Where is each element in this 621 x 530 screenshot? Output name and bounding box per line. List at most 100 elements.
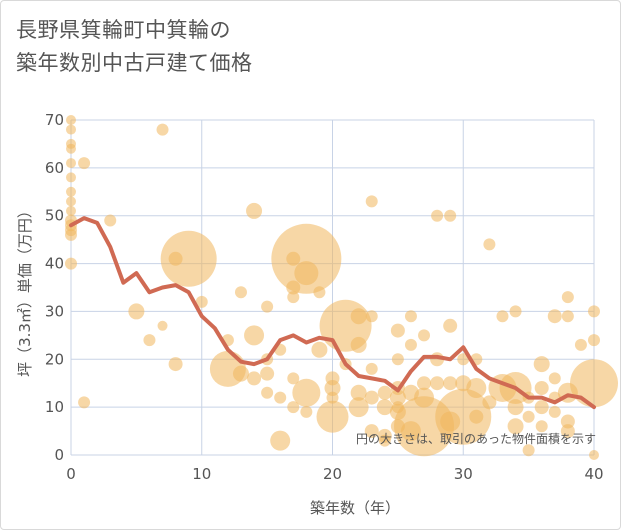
bubble-point [168,357,183,372]
bubble-point [507,418,524,435]
bubble-point [260,366,275,381]
bubble-point [160,230,217,287]
bubble-point [365,310,378,323]
bubble-point [350,336,367,353]
bubble-point [570,359,618,408]
bubble-point [365,362,378,375]
y-tick-label: 50 [45,207,64,225]
bubble-point [364,390,379,405]
bubble-point [294,261,319,286]
y-tick-label: 0 [54,446,64,464]
y-tick-label: 30 [45,302,64,320]
bubble-point [350,308,367,325]
y-tick-label: 20 [45,350,64,368]
bubble-point [548,405,561,418]
bubble-point [78,157,91,170]
bubble-point [560,414,575,429]
bubble-point [195,295,208,308]
bubble-point [482,395,497,410]
bubble-point [469,409,484,424]
bubble-point [66,196,76,207]
bubble-point [66,124,76,135]
bubble-point [143,334,156,347]
bubble-point [574,338,587,351]
bubble-point [128,303,145,320]
bubble-point [431,209,444,222]
bubble-point [271,223,342,294]
bubble-point [247,371,262,386]
bubble-point [483,238,496,251]
average-price-line [69,216,596,410]
bubble-point [588,334,600,347]
bubble-point [365,195,378,208]
x-tick-label: 30 [454,465,473,483]
bubble-point [261,300,274,313]
bubble-point [496,310,509,323]
bubble-point [311,341,328,358]
x-axis-title: 築年数（年） [310,499,400,517]
bubble-point [292,378,321,407]
y-tick-labels: 0 10 20 30 40 50 60 70 [45,111,64,464]
bubble-point [66,143,76,154]
bubble-point [232,365,249,382]
bubble-point [561,291,574,304]
bubble-point [66,115,76,125]
bubble-point [66,172,76,183]
bubble-point [534,381,549,395]
chart-title: 長野県箕輪町中箕輪の 築年数別中古戸建て価格 [16,14,253,80]
bubble-point [390,323,405,338]
bubble-point [507,399,524,416]
bubble-point [316,400,349,433]
bubble-point [350,384,367,401]
bubble-point [274,391,287,404]
bubble-point [522,444,535,457]
y-tick-label: 10 [45,398,64,416]
bubble-point [378,434,391,447]
bubble-point [65,257,77,270]
bubble-point [457,353,470,366]
bubble-point [65,228,77,241]
y-tick-label: 60 [45,159,64,177]
bubble-point [300,405,313,418]
bubble-point [522,410,535,423]
bubble-point [157,320,168,331]
chart-title-line-1: 長野県箕輪町中箕輪の [16,18,231,42]
bubble-point [535,420,548,433]
bubble-point [287,291,300,304]
bubble-point [391,353,404,366]
bubble-point [466,378,487,398]
bubble-point [313,286,326,299]
bubble-point [324,380,341,396]
y-tick-label: 40 [45,255,64,273]
bubble-point [246,202,263,219]
chart-title-line-2: 築年数別中古戸建て価格 [16,51,253,75]
bubble-point [78,396,91,409]
bubble-point [430,376,445,391]
bubble-point [548,372,561,385]
x-tick-label: 10 [192,465,211,483]
bubble-point [588,305,600,318]
bubble-point [244,325,265,346]
bubble-point [348,397,369,418]
bubble-point [287,372,300,385]
bubble-point [589,450,599,460]
x-tick-labels: 0 10 20 30 40 [66,465,603,483]
y-axis-title: 坪（3.3㎡）単価（万円） [16,203,34,377]
bubble-point [104,214,117,227]
bubble-point [156,123,169,136]
x-tick-label: 20 [323,465,342,483]
bubble-point [560,424,575,439]
x-tick-label: 40 [584,465,603,483]
bubble-point [443,376,458,391]
annotation-note: 円の大きさは、取引のあった物件面積を示す [356,431,596,446]
y-tick-label: 70 [45,111,64,129]
bubble-point [435,388,492,445]
bubble-point [547,309,562,324]
bubble-point [66,158,76,169]
bubble-point [404,310,417,323]
bubble-point [561,310,574,323]
bubble-point [509,305,522,318]
bubble-point [418,329,431,342]
bubble-point [66,205,76,216]
bubble-point [533,356,550,373]
